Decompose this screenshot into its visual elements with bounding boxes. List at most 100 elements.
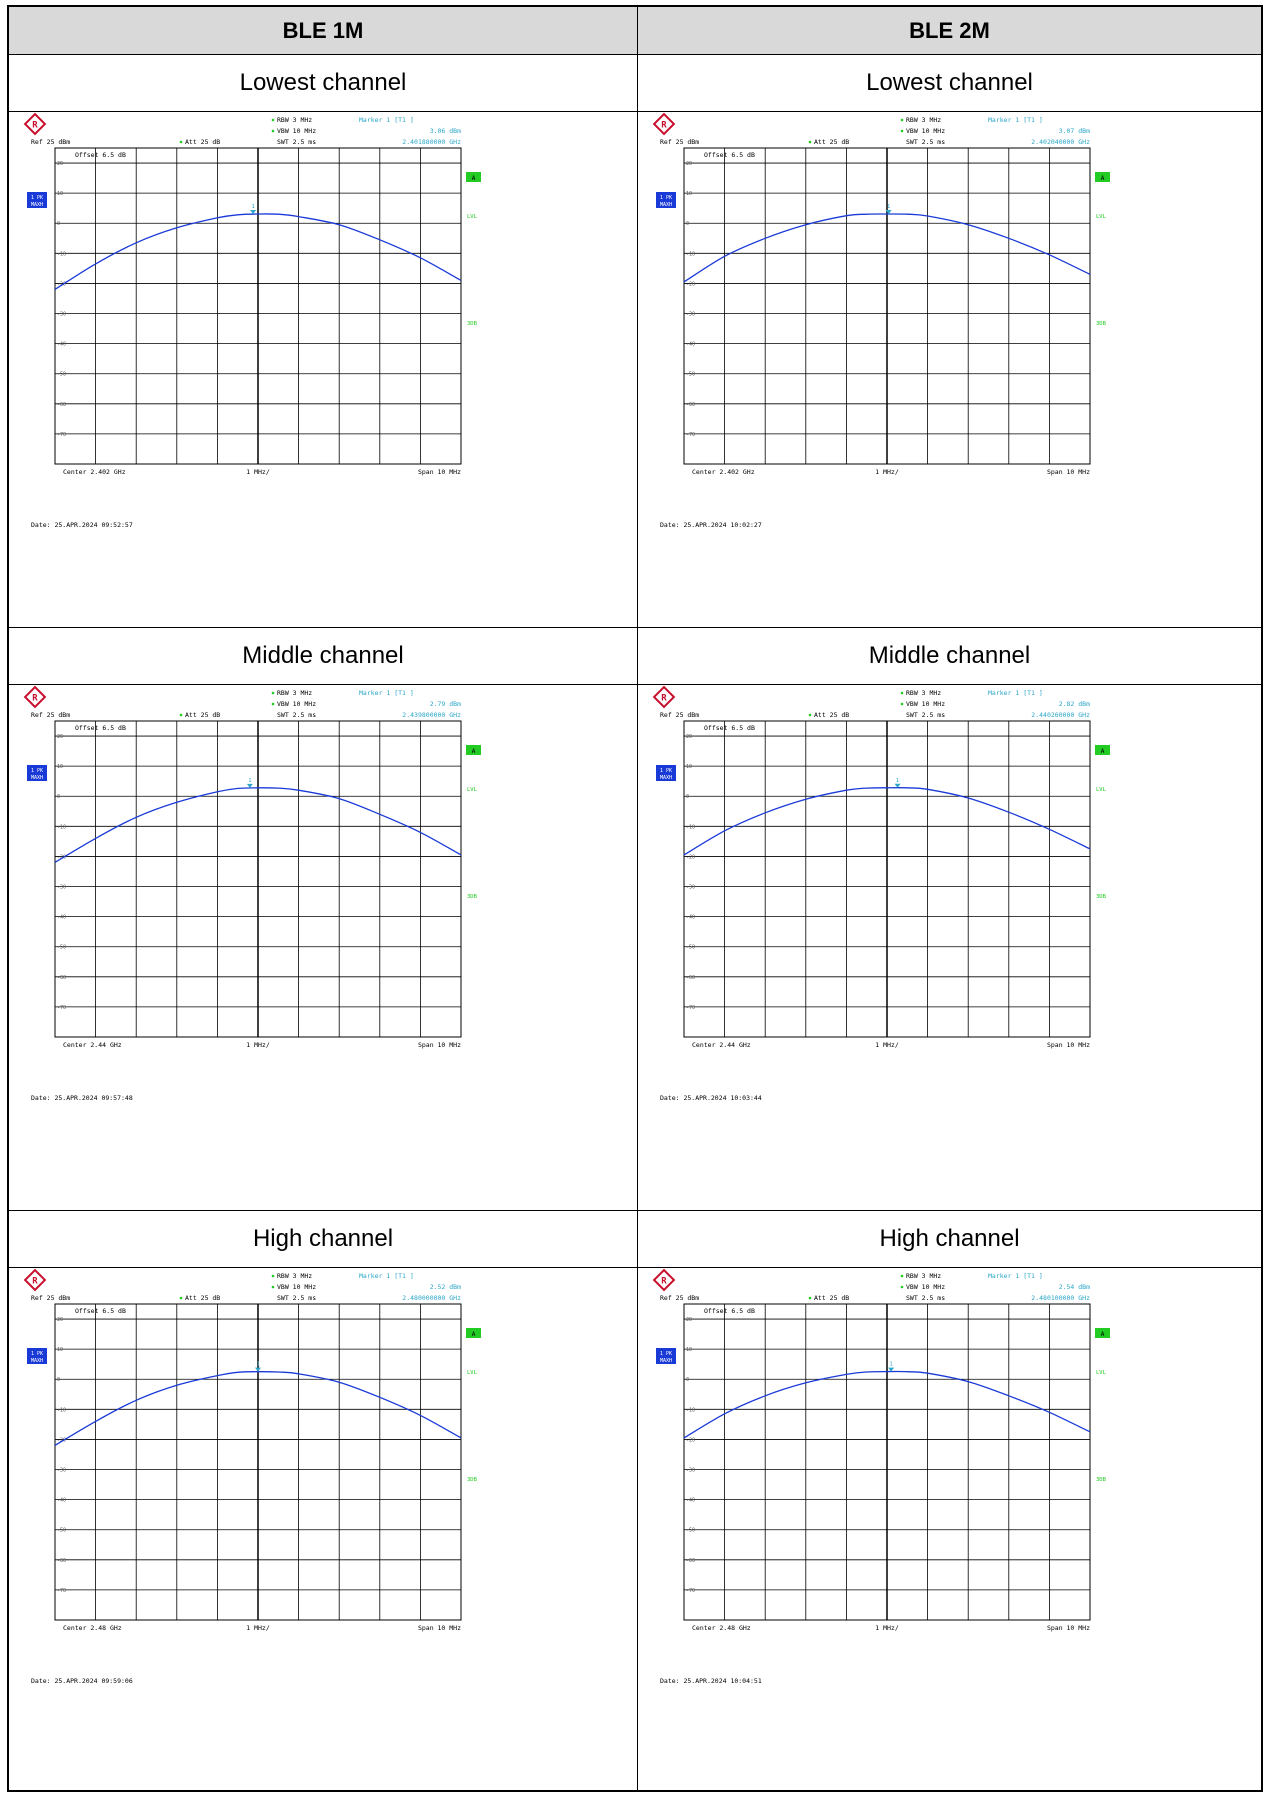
spectrum-plot-high-2m: R RBW 3 MHz VBW 10 MHz SWT 2.5 ms Ref 25 dBm… [652, 1268, 1110, 1685]
offset-label: Offset 6.5 dB [75, 1307, 126, 1315]
y-tick-label: -20 [57, 854, 66, 860]
date-label: Date: 25.APR.2024 10:04:51 [660, 1677, 762, 1685]
setting-changed-dot [900, 118, 904, 122]
setting-changed-dot [271, 691, 275, 695]
trace-badge-text: 1 PK [660, 768, 672, 774]
date-label: Date: 25.APR.2024 09:59:06 [31, 1677, 133, 1685]
ref-level-label: Ref 25 dBm [31, 138, 70, 146]
y-tick-label: -70 [686, 432, 695, 438]
y-tick-label: -70 [57, 1588, 66, 1594]
marker-1-number: 1 [896, 778, 899, 784]
trace-badge-mode: MAXH [31, 775, 43, 781]
logo-diamond [652, 112, 676, 136]
trace-badge-text: 1 PK [660, 195, 672, 201]
y-tick-label: 10 [57, 191, 63, 197]
y-tick-label: -30 [686, 885, 695, 891]
y-tick-label: 20 [686, 161, 692, 167]
marker-1-triangle [255, 1367, 261, 1372]
trace-badge-text: 1 PK [31, 1351, 43, 1357]
offset-label: Offset 6.5 dB [75, 724, 126, 732]
y-tick-label: 10 [686, 764, 692, 770]
y-tick-label: 0 [686, 794, 689, 800]
y-tick-label: -30 [57, 885, 66, 891]
y-tick-label: -40 [57, 915, 66, 921]
ref-level-label: Ref 25 dBm [660, 711, 699, 719]
logo-diamond [652, 685, 676, 709]
trace-badge-mode: MAXH [660, 1358, 672, 1364]
tag-lvl-label: LVL [1096, 787, 1107, 793]
tag-a-label: A [1101, 1331, 1105, 1338]
y-tick-label: 10 [686, 191, 692, 197]
setting-changed-dot [271, 118, 275, 122]
logo-mark: R [661, 694, 667, 704]
marker-frequency: 2.480000000 GHz [402, 1294, 461, 1302]
rohde-schwarz-logo-icon: R [652, 1268, 676, 1292]
marker-title: Marker 1 [T1 ] [359, 1272, 414, 1280]
y-tick-label: -50 [57, 372, 66, 378]
division-label: 1 MHz/ [875, 468, 899, 476]
y-tick-label: -10 [686, 251, 695, 257]
spectrum-trace [54, 1371, 462, 1446]
y-tick-label: 0 [686, 1377, 689, 1383]
vbw-label: VBW 10 MHz [277, 700, 316, 708]
logo-diamond [652, 1268, 676, 1292]
y-tick-label: 10 [57, 764, 63, 770]
setting-changed-dot [271, 1274, 275, 1278]
date-label: Date: 25.APR.2024 09:52:57 [31, 521, 133, 529]
row-label-lowest-1m: Lowest channel [239, 68, 407, 96]
y-tick-label: -30 [57, 312, 66, 318]
ref-level-label: Ref 25 dBm [660, 138, 699, 146]
offset-label: Offset 6.5 dB [704, 151, 755, 159]
trace-badge-mode: MAXH [31, 1358, 43, 1364]
marker-title: Marker 1 [T1 ] [988, 1272, 1043, 1280]
column-header-ble-1m: BLE 1M [9, 7, 637, 54]
center-frequency-label: Center 2.44 GHz [692, 1041, 751, 1049]
marker-title: Marker 1 [T1 ] [988, 689, 1043, 697]
y-tick-label: -20 [57, 281, 66, 287]
ref-level-label: Ref 25 dBm [31, 1294, 70, 1302]
y-tick-label: -60 [686, 402, 695, 408]
marker-1-number: 1 [248, 778, 251, 784]
marker-frequency: 2.480100000 GHz [1031, 1294, 1090, 1302]
marker-1-number: 1 [889, 1362, 892, 1368]
row-divider [9, 1210, 1261, 1211]
offset-label: Offset 6.5 dB [704, 724, 755, 732]
tag-lvl-label: LVL [1096, 214, 1107, 220]
span-label: Span 10 MHz [1047, 1041, 1090, 1049]
trace-badge-text: 1 PK [31, 195, 43, 201]
tag-a-label: A [1101, 175, 1105, 182]
tag-a-label: A [472, 748, 476, 755]
spectrum-plot-lowest-2m: R RBW 3 MHz VBW 10 MHz SWT 2.5 ms Ref 25 dBm… [652, 112, 1110, 529]
y-tick-label: 10 [57, 1347, 63, 1353]
tag-3db-label: 3DB [467, 894, 478, 900]
setting-changed-dot [808, 713, 812, 717]
logo-diamond [23, 112, 47, 136]
attenuation-label: Att 25 dB [814, 711, 849, 719]
column-header-ble-2m: BLE 2M [638, 7, 1261, 54]
setting-changed-dot [271, 129, 275, 133]
center-frequency-label: Center 2.402 GHz [692, 468, 755, 476]
y-tick-label: -10 [686, 824, 695, 830]
y-tick-label: 20 [57, 734, 63, 740]
spectrum-plot-middle-1m: R RBW 3 MHz VBW 10 MHz SWT 2.5 ms Ref 25 dBm… [23, 685, 481, 1102]
rbw-label: RBW 3 MHz [277, 1272, 312, 1280]
y-tick-label: -70 [57, 1005, 66, 1011]
setting-changed-dot [900, 691, 904, 695]
y-tick-label: -40 [57, 1498, 66, 1504]
setting-changed-dot [808, 1296, 812, 1300]
setting-changed-dot [900, 702, 904, 706]
tag-3db-label: 3DB [467, 321, 478, 327]
spectrum-trace [54, 787, 462, 863]
tag-3db-label: 3DB [1096, 894, 1107, 900]
swt-label: SWT 2.5 ms [277, 711, 316, 719]
tag-a-box [466, 745, 481, 755]
setting-changed-dot [271, 1285, 275, 1289]
marker-level: 2.52 dBm [430, 1283, 461, 1291]
setting-changed-dot [900, 129, 904, 133]
marker-1-number: 1 [256, 1362, 259, 1368]
rbw-label: RBW 3 MHz [906, 1272, 941, 1280]
swt-label: SWT 2.5 ms [277, 138, 316, 146]
tag-lvl-label: LVL [467, 1370, 478, 1376]
y-tick-label: -60 [686, 975, 695, 981]
trace-badge-mode: MAXH [660, 202, 672, 208]
